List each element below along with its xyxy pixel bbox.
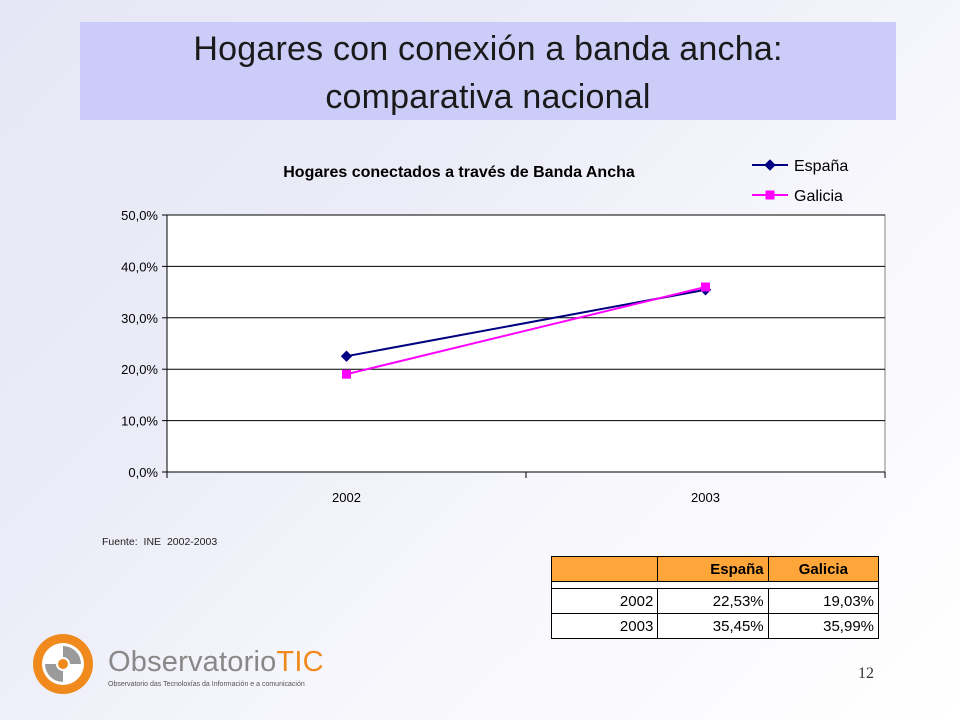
slide-title-line-2: comparativa nacional: [325, 78, 651, 116]
table-header-cell: Galicia: [767, 556, 880, 582]
data-table: España Galicia 2002 22,53% 19,03% 2003 3…: [550, 556, 880, 639]
table-header-cell: [550, 556, 659, 582]
table-row: 2003 35,45% 35,99%: [550, 613, 880, 639]
plot-area: [166, 214, 886, 473]
table-header-row: España Galicia: [550, 556, 880, 582]
observatorio-logo-icon: [33, 634, 93, 694]
table-row: 2002 22,53% 19,03%: [550, 588, 880, 614]
data-point-galicia: [701, 282, 710, 292]
legend-label: España: [794, 158, 848, 175]
table-spacer-row: [551, 581, 879, 589]
legend-marker-españa: [764, 159, 776, 171]
source-note: Fuente: INE 2002-2003: [102, 536, 217, 548]
slide-title-line-1: Hogares con conexión a banda ancha:: [193, 30, 783, 68]
table-header-cell: España: [657, 556, 769, 582]
y-tick-label: 0,0%: [128, 465, 158, 480]
legend-marker-galicia: [765, 190, 775, 200]
y-tick-label: 30,0%: [121, 311, 158, 326]
source-label: Fuente:: [102, 536, 138, 548]
data-point-galicia: [342, 369, 351, 379]
x-tick-label: 2003: [691, 490, 720, 505]
table-cell: 2002: [550, 588, 659, 614]
table-cell: 2003: [550, 613, 659, 639]
logo-name-part2: TIC: [276, 646, 324, 678]
series-line-galicia: [346, 286, 706, 376]
y-tick-label: 40,0%: [121, 259, 158, 274]
table-cell: 19,03%: [767, 588, 880, 614]
page-number: 12: [858, 665, 874, 682]
table-cell: 22,53%: [657, 588, 769, 614]
y-tick-label: 20,0%: [121, 362, 158, 377]
y-tick-label: 50,0%: [121, 208, 158, 223]
logo-tagline: Observatorio das Tecnoloxías da Informac…: [108, 681, 305, 688]
data-point-españa: [340, 350, 353, 362]
table-cell: 35,45%: [657, 613, 769, 639]
y-tick-label: 10,0%: [121, 414, 158, 429]
logo-name-part1: Observatorio: [108, 646, 277, 678]
x-tick-label: 2002: [332, 490, 361, 505]
logo-wordmark: ObservatorioTIC: [108, 646, 324, 679]
title-band: [80, 22, 896, 120]
table-cell: 35,99%: [767, 613, 880, 639]
chart-title: Hogares conectados a través de Banda Anc…: [283, 164, 635, 181]
legend-label: Galicia: [794, 188, 843, 205]
source-value: INE 2002-2003: [143, 536, 218, 548]
